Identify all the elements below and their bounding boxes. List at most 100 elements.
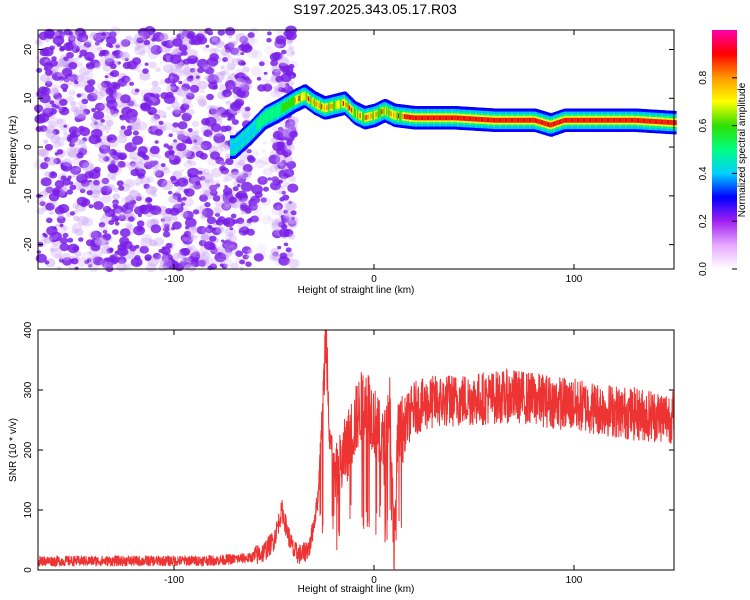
speckle-blob <box>149 145 160 155</box>
speckle-blob <box>283 242 289 247</box>
speckle-blob <box>284 123 292 130</box>
speckle-blob <box>157 178 168 188</box>
speckle-blob <box>47 62 52 67</box>
speckle-blob <box>273 202 283 211</box>
speckle-blob <box>285 215 296 225</box>
speckle-blob <box>79 127 91 137</box>
speckle-blob <box>217 29 225 36</box>
speckle-blob <box>44 34 49 39</box>
speckle-blob <box>181 255 186 259</box>
speckle-blob <box>176 197 183 203</box>
speckle-blob <box>152 252 161 260</box>
speckle-blob <box>108 220 115 225</box>
speckle-blob <box>205 44 210 48</box>
speckle-blob <box>98 103 109 113</box>
speckle-blob <box>50 244 60 252</box>
speckle-blob <box>224 43 232 50</box>
speckle-blob <box>170 101 180 109</box>
speckle-blob <box>232 219 239 224</box>
speckle-blob <box>101 194 112 204</box>
speckle-blob <box>283 209 288 214</box>
speckle-blob <box>70 106 79 113</box>
speckle-blob <box>132 130 139 136</box>
speckle-blob <box>279 125 288 133</box>
speckle-blob <box>166 106 171 110</box>
speckle-blob <box>81 251 93 261</box>
speckle-blob <box>247 248 253 254</box>
speckle-blob <box>220 194 227 199</box>
speckle-blob <box>43 236 53 244</box>
speckle-blob <box>182 210 194 220</box>
speckle-blob <box>156 155 162 160</box>
speckle-blob <box>118 152 128 160</box>
speckle-blob <box>134 103 140 108</box>
speckle-blob <box>119 114 127 121</box>
speckle-blob <box>180 233 192 243</box>
speckle-blob <box>119 228 131 238</box>
speckle-blob <box>234 159 246 169</box>
speckle-blob <box>119 52 127 58</box>
speckle-blob <box>161 229 165 233</box>
speckle-blob <box>215 220 220 225</box>
speckle-blob <box>234 78 246 88</box>
speckle-blob <box>186 149 192 155</box>
speckle-blob <box>181 247 191 256</box>
speckle-blob <box>70 165 82 175</box>
speckle-blob <box>138 50 146 56</box>
speckle-blob <box>170 82 177 88</box>
speckle-blob <box>121 213 129 220</box>
speckle-blob <box>222 50 233 59</box>
speckle-blob <box>183 207 189 212</box>
speckle-blob <box>278 80 285 87</box>
speckle-blob <box>59 243 70 252</box>
speckle-blob <box>118 185 125 191</box>
speckle-blob <box>88 204 94 209</box>
speckle-blob <box>160 258 173 269</box>
speckle-blob <box>262 167 273 176</box>
speckle-blob <box>263 161 269 166</box>
colorbar-tick-label: 0.4 <box>698 166 709 180</box>
speckle-blob <box>43 187 53 195</box>
speckle-blob <box>67 237 74 243</box>
speckle-blob <box>201 215 206 219</box>
speckle-blob <box>239 82 251 92</box>
speckle-blob <box>288 201 293 205</box>
speckle-blob <box>201 207 214 218</box>
speckle-blob <box>54 253 62 260</box>
speckle-blob <box>285 121 298 132</box>
speckle-blob <box>36 250 42 254</box>
speckle-blob <box>208 47 216 54</box>
speckle-blob <box>287 258 300 269</box>
speckle-blob <box>39 48 50 57</box>
speckle-blob <box>291 217 295 221</box>
speckle-blob <box>110 151 119 158</box>
speckle-blob <box>209 235 217 242</box>
speckle-blob <box>225 80 236 90</box>
speckle-blob <box>169 72 176 78</box>
y-tick-label: -10 <box>23 188 34 203</box>
speckle-blob <box>172 38 183 47</box>
speckle-blob <box>273 86 277 90</box>
speckle-blob <box>124 142 137 153</box>
speckle-blob <box>57 213 64 219</box>
speckle-blob <box>176 177 189 187</box>
speckle-blob <box>112 203 119 209</box>
speckle-blob <box>199 101 207 108</box>
speckle-blob <box>216 79 223 84</box>
speckle-blob <box>283 162 288 166</box>
speckle-blob <box>75 74 84 82</box>
speckle-blob <box>177 186 184 191</box>
speckle-blob <box>82 161 94 172</box>
speckle-blob <box>219 160 226 166</box>
speckle-blob <box>62 226 69 231</box>
speckle-blob <box>60 175 67 181</box>
speckle-blob <box>194 234 200 239</box>
speckle-blob <box>286 160 297 170</box>
speckle-blob <box>101 32 106 36</box>
speckle-blob <box>206 57 219 67</box>
speckle-blob <box>247 222 252 227</box>
y-tick-label: 0 <box>23 144 34 150</box>
speckle-blob <box>225 251 233 257</box>
speckle-blob <box>246 48 258 59</box>
speckle-blob <box>261 215 273 225</box>
